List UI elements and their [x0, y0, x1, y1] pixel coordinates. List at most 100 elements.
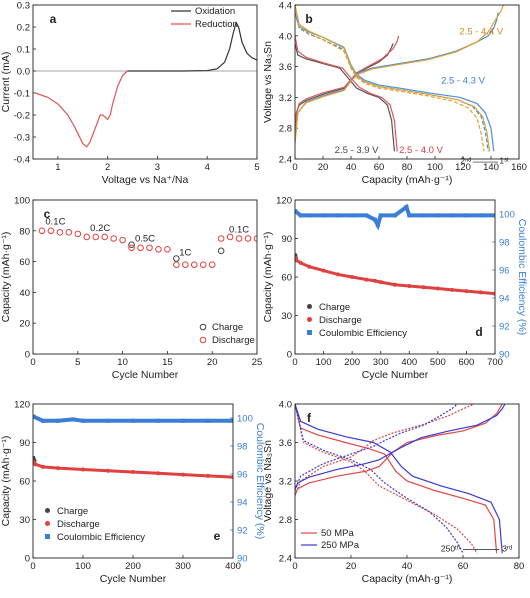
- y-tick-label: 0.0: [17, 67, 30, 78]
- annotation: 2.5 - 4.0 V: [399, 145, 443, 156]
- x-tick-label: 160: [511, 162, 527, 173]
- legend-swatch: [199, 323, 207, 331]
- x-tick-label: 0: [292, 162, 297, 173]
- y-tick-label: 120: [276, 196, 292, 207]
- plot-frame: [294, 403, 520, 559]
- series-coulombic-efficiency-point: [41, 418, 45, 423]
- series-coulombic-efficiency-point: [393, 213, 397, 218]
- y-tick-label: -0.4: [14, 155, 30, 166]
- series-discharge-point: [206, 473, 210, 478]
- legend-label: 250 MPa: [321, 540, 360, 551]
- y-tick-label: 2.4: [279, 554, 292, 565]
- series-2-5-4-0-v-line: [295, 35, 398, 152]
- plot-area: [295, 203, 495, 296]
- x-tick-label: 10: [117, 357, 128, 368]
- series-discharge-point: [407, 283, 412, 288]
- series-discharge-point: [235, 235, 243, 242]
- series-discharge-point: [217, 235, 225, 242]
- x-tick-label: 3: [155, 162, 160, 173]
- rate-label: 0.2C: [90, 223, 110, 234]
- x-tick-label: 0: [292, 357, 297, 368]
- series-discharge-point: [190, 261, 198, 268]
- series-50-mpa-line: [295, 404, 503, 496]
- plot-area: [295, 5, 505, 152]
- legend-swatch: [307, 304, 312, 309]
- y-axis-label: Capacity (mAh·g⁻¹): [0, 232, 12, 323]
- y2-tick-label: 100: [237, 414, 253, 425]
- series-discharge-point: [56, 466, 60, 471]
- y2-tick-label: 96: [499, 266, 510, 277]
- plot-area: [38, 227, 257, 268]
- series-coulombic-efficiency-point: [404, 205, 409, 209]
- legend-label: Charge: [212, 322, 243, 333]
- series-coulombic-efficiency-point: [407, 213, 412, 218]
- series-discharge-point: [92, 233, 100, 241]
- series-oxidation-line: [127, 21, 257, 72]
- plot-area: [295, 404, 506, 554]
- series-2-5-4-0-v-line: [295, 35, 400, 133]
- series-coulombic-efficiency-point: [81, 418, 85, 423]
- y-tick-label: 4.0: [279, 31, 292, 42]
- x-tick-label: 200: [344, 357, 360, 368]
- y2-axis-label: Coulombic Efficiency (%): [254, 423, 266, 540]
- series-discharge-point: [33, 462, 38, 467]
- plot-frame: [294, 4, 520, 160]
- y-tick-label: 2.4: [279, 155, 292, 166]
- y-tick-label: 20: [19, 319, 30, 330]
- y-tick-label: 30: [19, 515, 30, 526]
- rate-label: 0.5C: [135, 234, 155, 245]
- series-discharge-point: [199, 261, 207, 268]
- rate-label: 1C: [179, 247, 191, 258]
- y2-tick-label: 100: [499, 210, 515, 221]
- legend-label: 50 MPa: [321, 528, 354, 539]
- x-tick-label: 4: [205, 162, 210, 173]
- series-discharge-point: [435, 286, 440, 291]
- y-tick-label: 0: [25, 350, 30, 361]
- series-discharge-point: [182, 261, 189, 268]
- series-250-mpa-line: [295, 404, 503, 554]
- annotation: 2ⁿᵈ: [460, 156, 471, 166]
- series-coulombic-efficiency-point: [231, 418, 233, 423]
- series-coulombic-efficiency-point: [33, 414, 36, 419]
- series-50-mpa-line: [295, 404, 478, 554]
- series-discharge-point: [321, 268, 326, 273]
- y-tick-label: 60: [19, 477, 30, 488]
- series-coulombic-efficiency-point: [298, 213, 303, 218]
- x-tick-label: 700: [487, 357, 503, 368]
- annotation: 250ᵗʰ: [441, 543, 460, 553]
- y-tick-label: 60: [19, 257, 30, 268]
- series-discharge-point: [83, 233, 91, 241]
- plot-frame: [294, 199, 496, 355]
- series-coulombic-efficiency-point: [295, 209, 298, 214]
- panel-d: 0 100 200 300 400 500 600 700 0 30 60 90 120 90 92 94 96…: [262, 196, 528, 382]
- legend-swatch: [199, 336, 207, 344]
- y2-tick-label: 90: [499, 350, 510, 361]
- x-tick-label: 1: [55, 162, 60, 173]
- legend-swatch: [307, 330, 312, 335]
- series-discharge-point: [173, 261, 180, 268]
- panel-label: a: [50, 12, 57, 26]
- series-discharge-point: [373, 278, 377, 283]
- x-axis-label: Capacity (mAh·g⁻¹): [362, 573, 453, 585]
- series-discharge-point: [110, 235, 117, 242]
- series-2-5-4-3-v-line: [295, 12, 499, 143]
- x-axis-label: Capacity (mAh·g⁻¹): [362, 174, 453, 186]
- panel-a: 1 2 3 4 5 -0.4 -0.3 -0.2 -0.1 0.0 0.1 0.2 0.3 Voltage…: [0, 1, 260, 187]
- panel-b: 0 20 40 60 80 100 120 140 160 2.4 2.8 3.2 3.6 4.0 4.4 C…: [262, 1, 527, 187]
- series-discharge-point: [156, 471, 160, 476]
- series-discharge-point: [464, 289, 469, 294]
- series-coulombic-efficiency-point: [181, 418, 185, 423]
- y-tick-label: 30: [281, 311, 292, 322]
- series-discharge-point: [65, 229, 73, 236]
- series-coulombic-efficiency-point: [364, 213, 369, 218]
- y-tick-label: 2.8: [279, 515, 292, 526]
- x-tick-label: 25: [252, 357, 263, 368]
- x-tick-label: 5: [254, 162, 259, 173]
- y-tick-label: -0.1: [14, 89, 30, 100]
- y-tick-label: -0.3: [14, 133, 30, 144]
- legend-label: Coulombic Efficiency: [57, 532, 145, 543]
- x-tick-label: 5: [75, 357, 80, 368]
- series-discharge-point: [101, 233, 108, 241]
- panel-label: c: [44, 207, 51, 221]
- legend-swatch: [45, 534, 50, 539]
